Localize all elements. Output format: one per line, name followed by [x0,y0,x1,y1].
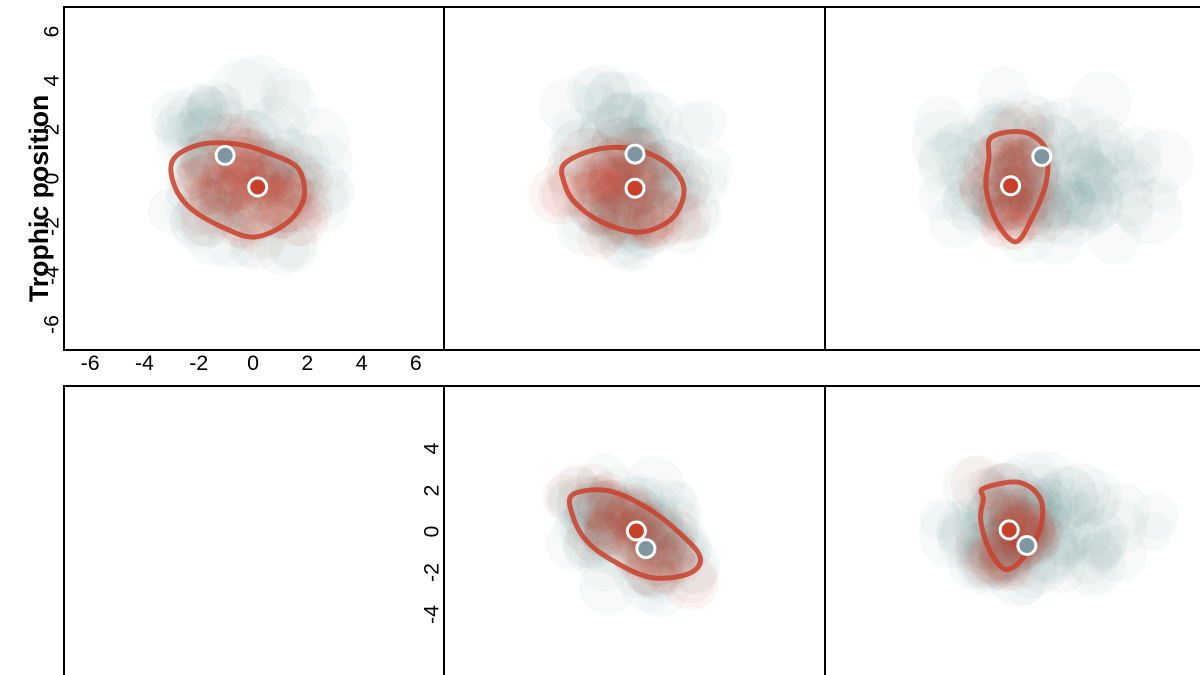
y-tick: 4 [40,70,65,92]
panel-p21 [63,385,447,675]
centroid-marker [249,178,267,196]
panel-p23 [824,385,1200,675]
y-tick: 2 [40,118,65,140]
panel-svg [65,8,445,349]
centroid-marker [626,179,644,197]
y-tick: -2 [40,216,65,238]
panel-svg [826,387,1200,675]
y-tick: -4 [420,603,445,625]
cloud-blob [1063,176,1114,227]
panel-p11 [63,6,447,351]
figure-stage: Trophic position Freshwater -6-4-20246-6… [0,0,1200,675]
panel-p22 [443,385,827,675]
centroid-marker [637,540,655,558]
x-tick: 0 [239,351,267,376]
y-tick: 0 [40,167,65,189]
panel-svg [826,8,1200,349]
x-tick: 4 [348,351,376,376]
cloud-blob [1059,107,1121,169]
cloud-blob [679,99,727,147]
x-tick: -6 [76,351,104,376]
panel-svg [445,8,825,349]
x-tick: -2 [185,351,213,376]
y-tick: -2 [420,562,445,584]
y-tick: -4 [40,264,65,286]
y-tick: 4 [420,438,445,460]
panel-svg [445,387,825,675]
centroid-marker [1002,177,1020,195]
x-tick: 6 [402,351,430,376]
cloud-blob [1093,483,1150,540]
centroid-marker [626,145,644,163]
centroid-marker [1000,521,1018,539]
centroid-marker [216,146,234,164]
y-tick: 2 [420,479,445,501]
x-tick: -4 [130,351,158,376]
panel-p12 [443,6,827,351]
centroid-marker [627,522,645,540]
y-tick: -6 [40,313,65,335]
x-tick: 2 [293,351,321,376]
cloud-blob [1110,158,1148,196]
centroid-marker [1033,148,1051,166]
y-tick: 0 [420,521,445,543]
panel-p13 [824,6,1200,351]
cloud-blob [182,176,223,217]
centroid-marker [1018,537,1036,555]
y-tick: 6 [40,21,65,43]
